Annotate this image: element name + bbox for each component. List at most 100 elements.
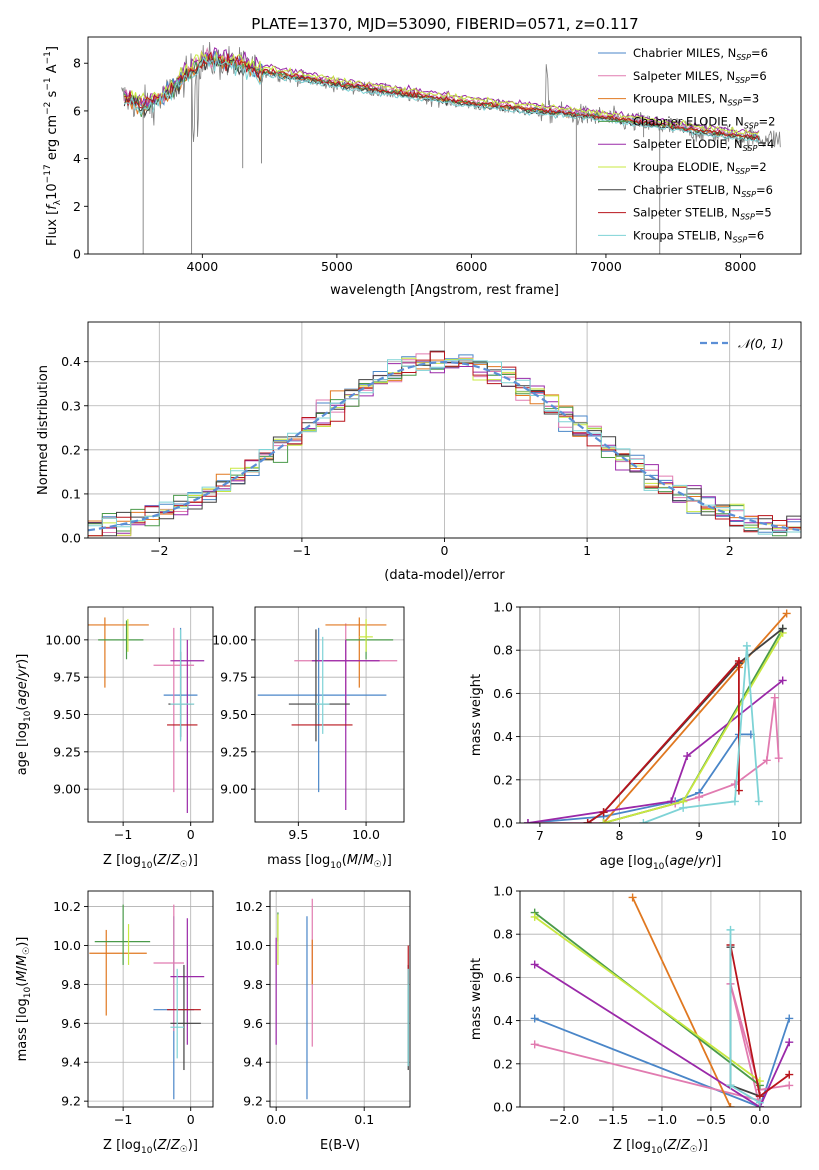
chabrier_miles-line xyxy=(534,1017,791,1107)
x-tick-label: −2.0 xyxy=(549,1112,579,1127)
kroupa_stelib-marker xyxy=(679,803,688,812)
y-tick-label: 0.2 xyxy=(493,1056,513,1071)
residual-histogram-panel: −2 −1 0 1 2 0.0 0.1 0.2 0.3 0.4 𝒩(0, 1) (data-model… xyxy=(36,321,802,583)
salpeter_stelib-marker xyxy=(583,819,592,823)
salpeter_stelib-marker xyxy=(785,1070,794,1079)
y-tick-label: 1.0 xyxy=(493,884,513,899)
mass-weight-vs-metallicity-panel: −2.0 −1.5 −1.0 −0.5 0.0 0.0 0.2 0.4 0.6 0.8 1.0 Z [… xyxy=(469,884,802,1156)
mass-vs-extinction-panel-grid xyxy=(270,891,410,1107)
x-tick-label: −1 xyxy=(114,827,132,842)
x-tick-label: −1.0 xyxy=(647,1112,677,1127)
y-tick-label: 0.6 xyxy=(493,970,513,985)
x-tick-label: 5000 xyxy=(321,259,353,274)
mass-vs-metallicity-panel-ylabel: mass [log10(M/M☉)] xyxy=(15,937,33,1062)
mass-weight-vs-age-panel-marks xyxy=(523,609,791,823)
x-tick-label: 4000 xyxy=(186,259,218,274)
y-tick-label: 10.2 xyxy=(235,899,263,914)
salpeter_elodie-marker xyxy=(785,1038,794,1047)
y-tick-label: 0.0 xyxy=(493,816,513,831)
salpeter_elodie-marker xyxy=(778,676,787,685)
x-tick-label: −0.5 xyxy=(696,1112,726,1127)
mass-weight-vs-metallicity-panel-xlabel: Z [log10(Z/Z☉)] xyxy=(613,1138,708,1156)
y-tick-label: 0.0 xyxy=(493,1100,513,1115)
salpeter_stelib-marker xyxy=(734,657,743,665)
y-tick-label: 9.8 xyxy=(243,977,263,992)
y-tick-label: 1.0 xyxy=(493,600,513,615)
kroupa_miles-marker xyxy=(726,1103,735,1107)
y-tick-label: 9.75 xyxy=(220,670,248,685)
salpeter_stelib-line xyxy=(587,658,740,823)
salpeter_miles-marker xyxy=(770,693,779,702)
x-tick-label: 10 xyxy=(771,828,787,843)
x-tick-label: −2 xyxy=(150,543,168,558)
y-tick-label: 9.2 xyxy=(61,1094,81,1109)
y-tick-label: 2 xyxy=(73,199,81,214)
salpeter_miles-marker xyxy=(774,754,783,763)
kroupa_miles-line xyxy=(631,897,732,1107)
age-vs-metallicity-panel-marks xyxy=(88,617,205,814)
salpeter_stelib-histogram-step xyxy=(88,351,801,537)
x-tick-label: −1 xyxy=(293,543,311,558)
y-tick-label: 9.25 xyxy=(220,744,248,759)
mass-vs-extinction-panel-xlabel: E(B-V) xyxy=(320,1138,360,1153)
kroupa_stelib-marker xyxy=(639,819,648,823)
y-tick-label: 0.3 xyxy=(61,398,81,413)
y-tick-label: 9.75 xyxy=(53,670,81,685)
kroupa_stelib-marker xyxy=(754,797,763,806)
y-tick-label: 9.25 xyxy=(53,744,81,759)
spectrum-panel-frame xyxy=(87,36,802,255)
y-tick-label: 0.4 xyxy=(61,354,81,369)
x-tick-label: 0 xyxy=(187,827,195,842)
figure-title: PLATE=1370, MJD=53090, FIBERID=0571, z=0… xyxy=(251,15,638,33)
kroupa_elodie-line xyxy=(534,916,761,1082)
mass-vs-metallicity-panel-grid xyxy=(88,891,213,1107)
y-tick-label: 10.2 xyxy=(53,899,81,914)
mass-weight-vs-metallicity-panel-frame xyxy=(519,890,802,1108)
y-tick-label: 10.0 xyxy=(53,938,81,953)
age-vs-metallicity-panel: −1 0 9.00 9.25 9.50 9.75 10.00 Z [log10(Z/Z☉)] a… xyxy=(15,606,214,871)
mass-weight-vs-age-panel-xlabel: age [log10(age/yr)] xyxy=(600,854,722,872)
x-tick-label: 7 xyxy=(536,828,544,843)
kroupa_elodie-marker xyxy=(530,912,539,921)
y-tick-label: 4 xyxy=(73,151,81,166)
mass-weight-vs-age-panel-frame xyxy=(519,606,802,824)
y-tick-label: 0.2 xyxy=(493,772,513,787)
kroupa_miles-marker xyxy=(782,609,791,618)
y-tick-label: 0.6 xyxy=(493,686,513,701)
mass-vs-metallicity-panel-marks xyxy=(89,904,205,1100)
mass-vs-extinction-panel: 0.0 0.1 9.2 9.4 9.6 9.8 10.0 10.2 E(B-V) xyxy=(235,890,411,1153)
spectrum-ylabel: Flux [fλ10−17 erg cm−2 s−1 A−1] xyxy=(43,46,63,246)
x-tick-label: 8000 xyxy=(725,259,757,274)
y-tick-label: 10.00 xyxy=(45,632,81,647)
legend-label-kroupa_stelib: Kroupa STELIB, NSSP=6 xyxy=(633,228,764,244)
y-tick-label: 9.6 xyxy=(61,1016,81,1031)
legend-label-chabrier_miles: Chabrier MILES, NSSP=6 xyxy=(633,46,768,62)
salpeter_elodie-marker xyxy=(683,752,692,761)
y-tick-label: 0.8 xyxy=(493,643,513,658)
y-tick-label: 10.00 xyxy=(212,632,248,647)
chabrier_miles-marker xyxy=(530,1014,539,1023)
chabrier_stelib-marker xyxy=(778,624,787,633)
mass-weight-vs-age-panel: 7 8 9 10 0.0 0.2 0.4 0.6 0.8 1.0 age [log10(age/yr… xyxy=(469,600,802,872)
kroupa_stelib-histogram-step xyxy=(88,359,801,535)
x-tick-label: 0 xyxy=(187,1112,195,1127)
y-tick-label: 8 xyxy=(73,56,81,71)
kroupa_stelib-marker xyxy=(755,1098,764,1107)
y-tick-label: 9.2 xyxy=(243,1094,263,1109)
legend-label-kroupa_miles: Kroupa MILES, NSSP=3 xyxy=(633,92,759,108)
mass-vs-extinction-panel-marks xyxy=(275,898,409,1100)
x-tick-label: 0 xyxy=(441,543,449,558)
salpeter_elodie-marker xyxy=(523,819,532,823)
legend-label-salpeter_miles: Salpeter MILES, NSSP=6 xyxy=(633,69,767,85)
mass-vs-metallicity-panel: −1 0 9.2 9.4 9.6 9.8 10.0 10.2 Z [log10(Z/Z☉)] ma… xyxy=(15,890,214,1156)
y-tick-label: 0.2 xyxy=(61,442,81,457)
salpeter_elodie-line xyxy=(534,963,791,1107)
legend-label-gaussian: 𝒩(0, 1) xyxy=(738,336,784,351)
y-tick-label: 9.50 xyxy=(53,707,81,722)
kroupa_stelib-model-line xyxy=(124,54,760,143)
spectrum-legend: Chabrier MILES, NSSP=6 Salpeter MILES, NS… xyxy=(598,46,775,244)
legend-label-chabrier_stelib: Chabrier STELIB, NSSP=6 xyxy=(633,183,773,199)
spectrum-xlabel: wavelength [Angstrom, rest frame] xyxy=(330,283,559,298)
